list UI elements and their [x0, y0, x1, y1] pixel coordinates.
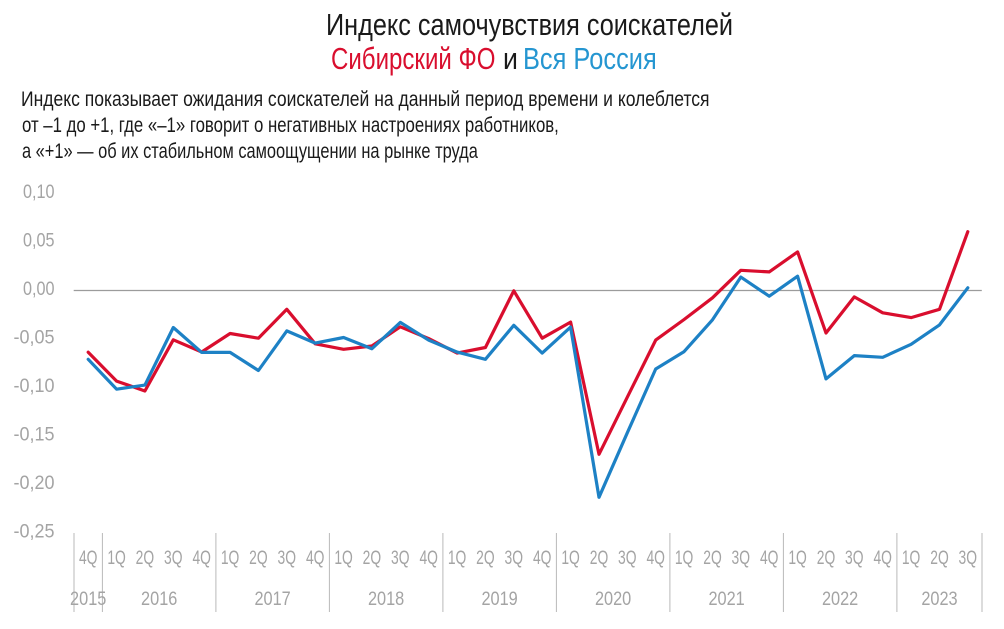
- svg-text:1Q: 1Q: [334, 548, 353, 569]
- svg-text:3Q: 3Q: [391, 548, 410, 569]
- svg-text:2Q: 2Q: [590, 548, 609, 569]
- svg-text:2Q: 2Q: [363, 548, 382, 569]
- svg-text:1Q: 1Q: [107, 548, 126, 569]
- svg-text:4Q: 4Q: [533, 548, 552, 569]
- svg-text:4Q: 4Q: [760, 548, 779, 569]
- svg-text:2018: 2018: [368, 589, 404, 610]
- svg-text:-0,05: -0,05: [14, 328, 55, 349]
- svg-text:-0,10: -0,10: [14, 376, 55, 397]
- svg-text:0,00: 0,00: [23, 279, 55, 300]
- svg-text:4Q: 4Q: [192, 548, 211, 569]
- svg-text:4Q: 4Q: [646, 548, 665, 569]
- svg-text:2022: 2022: [822, 589, 858, 610]
- svg-text:1Q: 1Q: [675, 548, 694, 569]
- svg-text:1Q: 1Q: [902, 548, 921, 569]
- svg-text:3Q: 3Q: [732, 548, 751, 569]
- svg-text:2Q: 2Q: [476, 548, 495, 569]
- svg-text:1Q: 1Q: [448, 548, 467, 569]
- svg-text:2015: 2015: [70, 589, 106, 610]
- svg-text:4Q: 4Q: [79, 548, 98, 569]
- svg-text:3Q: 3Q: [845, 548, 864, 569]
- svg-text:-0,25: -0,25: [14, 522, 55, 543]
- svg-text:1Q: 1Q: [221, 548, 240, 569]
- svg-text:0,10: 0,10: [23, 182, 55, 203]
- svg-text:-0,15: -0,15: [14, 425, 55, 446]
- svg-text:2Q: 2Q: [703, 548, 722, 569]
- svg-text:3Q: 3Q: [505, 548, 524, 569]
- svg-text:0,05: 0,05: [23, 231, 55, 252]
- svg-text:2019: 2019: [481, 589, 517, 610]
- svg-text:3Q: 3Q: [959, 548, 978, 569]
- svg-text:2016: 2016: [141, 589, 177, 610]
- svg-text:4Q: 4Q: [873, 548, 892, 569]
- svg-text:1Q: 1Q: [561, 548, 580, 569]
- svg-text:2Q: 2Q: [249, 548, 268, 569]
- svg-text:2Q: 2Q: [930, 548, 949, 569]
- svg-text:3Q: 3Q: [278, 548, 297, 569]
- svg-text:2Q: 2Q: [136, 548, 155, 569]
- svg-text:-0,20: -0,20: [14, 473, 55, 494]
- svg-text:4Q: 4Q: [419, 548, 438, 569]
- svg-text:2017: 2017: [254, 589, 290, 610]
- svg-text:2Q: 2Q: [817, 548, 836, 569]
- svg-text:3Q: 3Q: [618, 548, 637, 569]
- svg-text:2020: 2020: [595, 589, 631, 610]
- svg-text:2021: 2021: [708, 589, 744, 610]
- svg-text:3Q: 3Q: [164, 548, 183, 569]
- svg-text:4Q: 4Q: [306, 548, 325, 569]
- svg-text:1Q: 1Q: [788, 548, 807, 569]
- svg-text:2023: 2023: [921, 589, 957, 610]
